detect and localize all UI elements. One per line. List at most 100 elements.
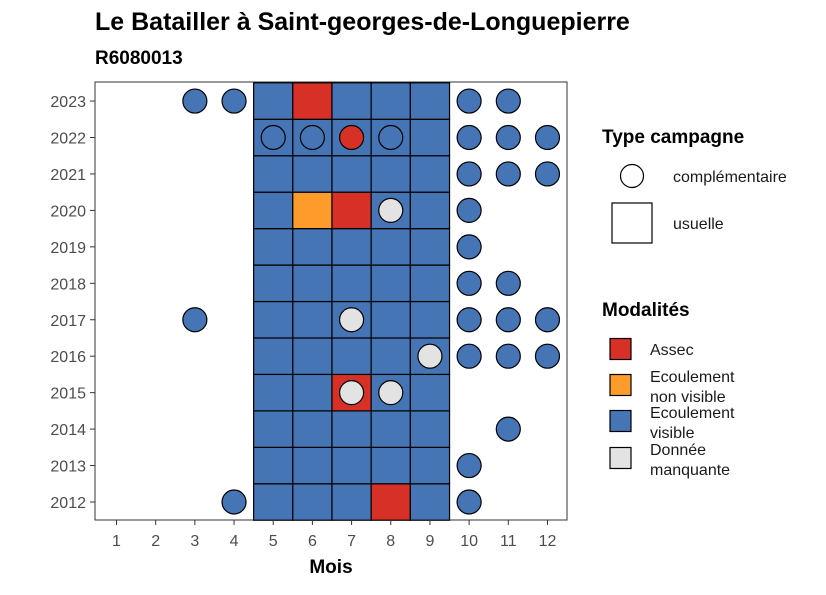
x-tick-label: 2 [151, 533, 160, 550]
usuelle-cell [331, 337, 372, 376]
complementaire-point [534, 343, 561, 369]
x-tick-label: 12 [539, 533, 557, 550]
usuelle-cell [409, 118, 451, 157]
usuelle-cell [409, 82, 451, 120]
usuelle-cell [331, 82, 372, 120]
complementaire-point [456, 270, 482, 296]
complementaire-point [534, 124, 561, 151]
usuelle-cell [292, 410, 333, 448]
usuelle-cell [292, 228, 333, 266]
complementaire-point [495, 124, 521, 151]
y-tick-label: 2012 [50, 495, 86, 512]
legend-square-symbol [611, 202, 653, 244]
legend-label-nonvisible: Ecoulement [650, 369, 735, 386]
complementaire-point [378, 124, 404, 151]
complementaire-point [378, 380, 404, 406]
usuelle-cell [370, 82, 411, 120]
legend-circle-symbol [619, 163, 645, 189]
usuelle-cell [331, 483, 372, 521]
complementaire-point [221, 489, 247, 515]
legend-key-nonvisible [609, 373, 632, 397]
usuelle-cell [253, 410, 294, 448]
legend-campaign-usuelle: usuelle [673, 216, 724, 233]
usuelle-cell [409, 300, 451, 339]
legend-label-manquante: manquante [650, 462, 730, 479]
y-tick-label: 2021 [50, 167, 86, 184]
legend-label-visible: visible [650, 425, 695, 442]
x-tick-label: 1 [112, 533, 121, 550]
x-tick-label: 7 [347, 533, 356, 550]
y-tick-label: 2015 [50, 386, 86, 403]
legend-campaign-complementaire: complémentaire [673, 169, 787, 186]
complementaire-point [495, 88, 521, 114]
complementaire-point [221, 88, 247, 114]
complementaire-point [182, 307, 208, 333]
usuelle-cell [331, 228, 372, 266]
y-tick-label: 2022 [50, 131, 86, 148]
usuelle-cell [253, 446, 294, 485]
y-tick-label: 2016 [50, 349, 86, 366]
usuelle-cell [292, 82, 333, 120]
complementaire-point [456, 307, 482, 333]
x-tick-label: 10 [460, 533, 478, 550]
complementaire-point [182, 88, 208, 114]
usuelle-cell [292, 446, 333, 485]
usuelle-cell [409, 155, 451, 193]
complementaire-point [338, 124, 365, 151]
usuelle-cell [253, 300, 294, 339]
usuelle-cell [253, 337, 294, 376]
usuelle-cell [253, 264, 294, 303]
usuelle-cell [253, 483, 294, 521]
x-tick-label: 4 [230, 533, 239, 550]
y-tick-label: 2013 [50, 459, 86, 476]
usuelle-cell [370, 337, 411, 376]
y-tick-label: 2019 [50, 240, 86, 257]
complementaire-point [456, 234, 482, 260]
usuelle-cell [253, 191, 294, 230]
x-tick-label: 5 [269, 533, 278, 550]
usuelle-cell [253, 155, 294, 193]
usuelle-cell [370, 155, 411, 193]
complementaire-point [456, 197, 482, 223]
usuelle-cell [292, 337, 333, 376]
legend-key-assec [609, 337, 632, 361]
y-tick-label: 2018 [50, 276, 86, 293]
usuelle-cell [370, 483, 411, 521]
legend-label-nonvisible: non visible [650, 389, 726, 406]
usuelle-cell [253, 82, 294, 120]
usuelle-cell [331, 191, 372, 230]
complementaire-points [182, 88, 561, 515]
usuelle-cell [331, 264, 372, 303]
usuelle-cell [370, 446, 411, 485]
x-tick-label: 8 [386, 533, 395, 550]
y-tick-label: 2023 [50, 94, 86, 111]
complementaire-point [456, 161, 482, 187]
legend-label-assec: Assec [650, 342, 694, 359]
x-axis: 1 2 3 4 5 6 7 8 9 10 11 12 [112, 520, 556, 550]
usuelle-cell [292, 373, 333, 412]
usuelle-cell [331, 155, 372, 193]
usuelle-cell [292, 191, 333, 230]
complementaire-point [495, 416, 521, 442]
x-tick-label: 3 [190, 533, 199, 550]
usuelle-cell [292, 155, 333, 193]
complementaire-point [456, 452, 482, 479]
complementaire-point [338, 380, 365, 406]
complementaire-point [534, 161, 561, 187]
complementaire-point [260, 124, 286, 151]
chart-title: Le Batailler à Saint-georges-de-Longuepi… [95, 8, 630, 36]
complementaire-point [495, 270, 521, 296]
complementaire-point [456, 343, 482, 369]
complementaire-point [456, 88, 482, 114]
legend-label-manquante: Donnée [650, 442, 706, 459]
legend-campaign-title: Type campagne [602, 127, 744, 148]
usuelle-cell [370, 300, 411, 339]
chart-subtitle: R6080013 [95, 48, 183, 69]
usuelle-cell [409, 446, 451, 485]
complementaire-point [534, 307, 561, 333]
complementaire-point [456, 124, 482, 151]
usuelle-cell [331, 410, 372, 448]
usuelle-cell [253, 373, 294, 412]
